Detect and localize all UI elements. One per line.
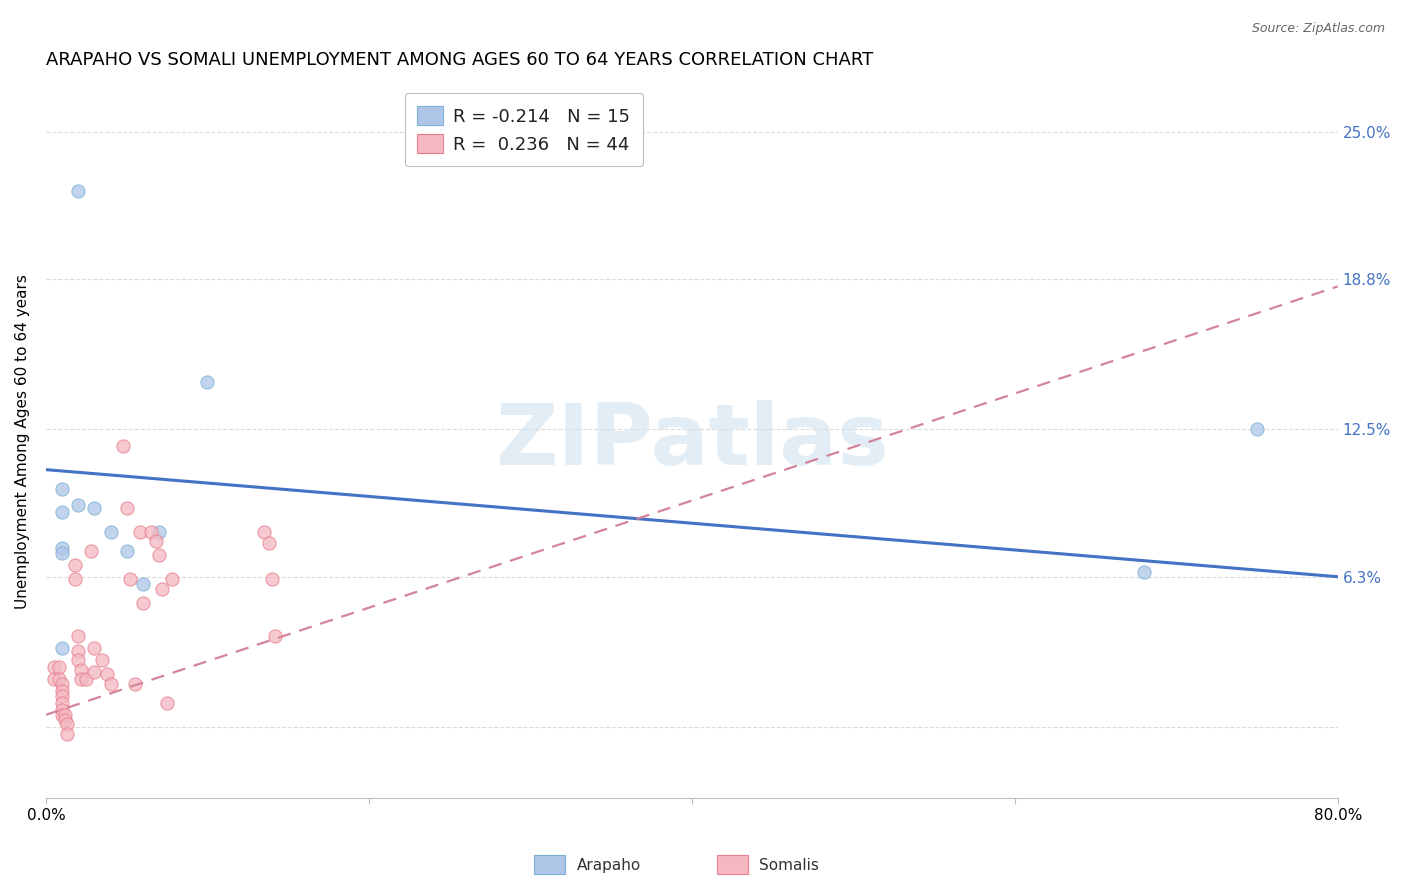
Point (83, 500, 105, 515)
Text: Arapaho: Arapaho (576, 858, 641, 872)
Text: ZIPatlas: ZIPatlas (495, 400, 889, 483)
Point (1133, 565, 1156, 579)
Point (75, 672, 97, 686)
Point (48, 660, 70, 674)
Point (150, 582, 173, 596)
Point (80, 543, 103, 558)
Point (197, 375, 219, 389)
Text: Source: ZipAtlas.com: Source: ZipAtlas.com (1251, 22, 1385, 36)
Point (70, 663, 93, 677)
Text: Somalis: Somalis (759, 858, 820, 872)
Point (253, 524, 276, 539)
Point (148, 549, 170, 563)
Point (139, 524, 162, 539)
Point (53, 707, 76, 722)
Point (112, 439, 135, 453)
Point (51, 684, 73, 698)
Point (115, 500, 138, 515)
Point (100, 524, 122, 539)
Point (124, 677, 146, 691)
Point (118, 572, 141, 586)
Point (128, 524, 150, 539)
Point (51, 703, 73, 717)
Point (67, 653, 90, 667)
Point (132, 596, 155, 610)
Point (257, 536, 280, 550)
Point (51, 677, 73, 691)
Point (51, 546, 73, 560)
Point (63, 558, 86, 572)
Point (53, 713, 76, 727)
Point (96, 667, 118, 681)
Y-axis label: Unemployment Among Ages 60 to 64 years: Unemployment Among Ages 60 to 64 years (15, 274, 30, 608)
Point (42, 672, 65, 686)
Point (51, 506, 73, 520)
Point (63, 572, 86, 586)
Point (51, 707, 73, 722)
Point (83, 665, 105, 679)
Point (70, 672, 93, 686)
Point (100, 677, 122, 691)
Point (67, 629, 90, 643)
Legend: R = -0.214   N = 15, R =  0.236   N = 44: R = -0.214 N = 15, R = 0.236 N = 44 (405, 93, 643, 166)
Point (51, 689, 73, 703)
Point (264, 629, 287, 643)
Point (56, 727, 79, 741)
Point (51, 696, 73, 710)
Point (1246, 422, 1268, 436)
Point (67, 643, 90, 657)
Point (260, 572, 283, 586)
Text: ARAPAHO VS SOMALI UNEMPLOYMENT AMONG AGES 60 TO 64 YEARS CORRELATION CHART: ARAPAHO VS SOMALI UNEMPLOYMENT AMONG AGE… (46, 51, 873, 69)
Point (48, 672, 70, 686)
Point (51, 641, 73, 656)
Point (160, 572, 183, 586)
Point (145, 534, 167, 549)
Point (51, 482, 73, 496)
Point (67, 184, 90, 198)
Point (67, 499, 90, 513)
Point (42, 660, 65, 674)
Point (115, 543, 138, 558)
Point (156, 696, 179, 710)
Point (83, 641, 105, 656)
Point (51, 541, 73, 556)
Point (132, 577, 155, 591)
Point (56, 717, 79, 731)
Point (148, 524, 170, 539)
Point (91, 653, 114, 667)
